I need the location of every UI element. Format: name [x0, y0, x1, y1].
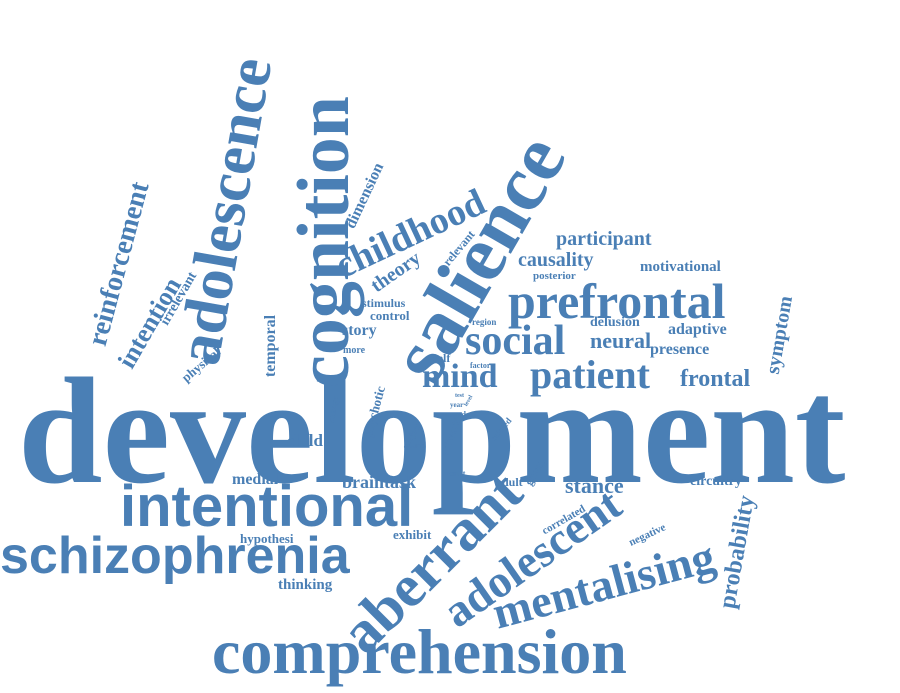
word-delusion: delusion: [590, 315, 640, 330]
word-exhibit: exhibit: [393, 527, 432, 542]
word-result: result: [446, 469, 466, 478]
word-adult: adult: [496, 475, 523, 489]
word-temporal: temporal: [262, 314, 280, 378]
word-comprehension: comprehension: [212, 616, 627, 687]
word-child: child: [287, 431, 323, 450]
word-causality: causality: [518, 249, 594, 271]
word-year: year: [450, 401, 464, 409]
word-braintask: braintask: [342, 472, 417, 492]
word-aged: aged: [450, 410, 466, 419]
word-development: development: [18, 347, 846, 515]
word-self: self: [433, 351, 451, 365]
word-stimulus: stimulus: [362, 296, 406, 310]
word-mind: mind: [422, 358, 498, 395]
word-more: more: [343, 345, 366, 356]
word-frontal: frontal: [680, 366, 751, 392]
word-posterior: posterior: [533, 270, 576, 282]
word-presence: presence: [650, 341, 710, 358]
word-prefrontal: prefrontal: [508, 273, 726, 329]
word-patient: patient: [530, 352, 650, 397]
word-thinking: thinking: [278, 577, 333, 593]
word-factor: factor: [470, 361, 491, 370]
word-motivational: motivational: [640, 259, 721, 275]
word-schizophrenia: schizophrenia: [0, 527, 350, 585]
word-circuitry: circuitry: [690, 474, 742, 489]
word-test: test: [455, 393, 464, 399]
word-stance: stance: [565, 473, 624, 498]
word-neural: neural: [590, 328, 652, 353]
word-story: story: [342, 322, 377, 339]
word-participant: participant: [556, 228, 652, 250]
word-adaptive: adaptive: [668, 321, 727, 338]
word-region: region: [472, 317, 497, 327]
word-control: control: [370, 308, 410, 323]
word-medial: medial: [232, 471, 279, 488]
word-game: game: [406, 441, 425, 450]
word-social: social: [465, 318, 566, 364]
word-hypothesi: hypothesi: [240, 531, 294, 546]
word-intentional: intentional: [120, 474, 414, 539]
